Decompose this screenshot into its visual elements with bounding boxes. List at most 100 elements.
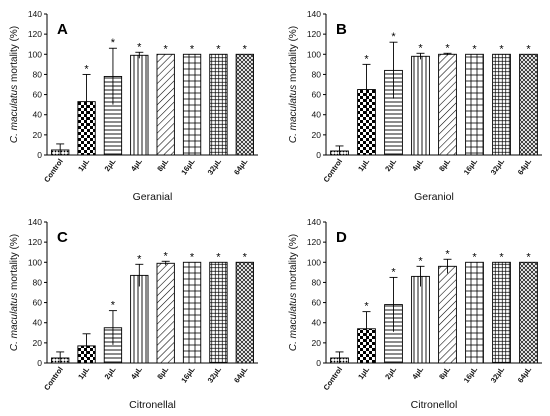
y-axis-label: C. maculatus mortality (%) <box>9 26 20 143</box>
significance-star: * <box>216 43 221 55</box>
significance-star: * <box>391 266 396 278</box>
x-tick-label: 1μL <box>356 365 371 381</box>
chart-panel-b: 0 20 40 60 80 100 120 140 C. maculatus mortality… <box>288 9 542 203</box>
x-axis-label: Citronellal <box>129 399 176 411</box>
y-tick-label: 40 <box>312 318 322 328</box>
x-tick-label: 1μL <box>76 365 91 381</box>
y-axis-label-species: C. maculatus <box>288 85 299 143</box>
significance-star: * <box>472 43 477 55</box>
y-tick-label: 20 <box>312 130 322 140</box>
x-axis-label: Citronellol <box>411 399 458 411</box>
x-tick-label: 64μL <box>516 365 534 385</box>
significance-star: * <box>445 42 450 54</box>
y-tick-label: 20 <box>33 338 43 348</box>
x-tick-label: 2μL <box>103 365 118 381</box>
panels: 0 20 40 60 80 100 120 140 C. maculatus mortality… <box>9 9 542 411</box>
bar-64l <box>519 261 538 364</box>
significance-star: * <box>445 248 450 260</box>
y-tick-label: 60 <box>33 298 43 308</box>
x-tick-label: 16μL <box>179 157 197 177</box>
panel-letter: D <box>336 229 347 246</box>
significance-star: * <box>190 251 195 263</box>
y-tick-label: 40 <box>312 110 322 120</box>
y-axis-label-rest: mortality (%) <box>288 26 299 85</box>
bar-32l <box>492 261 511 364</box>
significance-star: * <box>84 63 89 75</box>
y-tick-label: 120 <box>307 237 321 247</box>
x-tick-label: 8μL <box>155 365 170 381</box>
y-tick-label: 100 <box>28 49 42 59</box>
bar-64l <box>235 261 254 364</box>
bar-32l <box>492 53 511 156</box>
significance-star: * <box>190 43 195 55</box>
bar-16l <box>182 53 202 156</box>
significance-star: * <box>137 253 142 265</box>
bar-64l <box>235 53 254 156</box>
y-tick-label: 80 <box>312 69 322 79</box>
panel-letter: B <box>336 21 347 38</box>
y-axis-label-species: C. maculatus <box>288 293 299 351</box>
bar-4l <box>130 54 149 156</box>
significance-star: * <box>243 43 248 55</box>
bar-4l <box>411 55 430 156</box>
y-tick-label: 40 <box>33 110 43 120</box>
x-tick-label: 1μL <box>356 157 371 173</box>
x-axis-label: Geranial <box>133 191 173 203</box>
x-tick-label: 32μL <box>489 365 507 385</box>
significance-star: * <box>243 251 248 263</box>
y-tick-label: 80 <box>312 277 322 287</box>
y-tick-label: 60 <box>312 90 322 100</box>
y-axis-label-rest: mortality (%) <box>9 26 20 85</box>
bar-64l <box>519 53 538 156</box>
x-tick-label: Control <box>42 365 65 392</box>
y-tick-label: 20 <box>312 338 322 348</box>
y-tick-label: 80 <box>33 277 43 287</box>
y-tick-label: 120 <box>307 29 321 39</box>
x-tick-label: 4μL <box>129 365 144 381</box>
x-tick-label: 1μL <box>76 157 91 173</box>
y-tick-label: 100 <box>307 257 321 267</box>
significance-star: * <box>111 37 116 49</box>
bar-4l <box>411 275 430 364</box>
x-tick-label: 8μL <box>155 157 170 173</box>
chart-panel-a: 0 20 40 60 80 100 120 140 C. maculatus mortality… <box>9 9 258 203</box>
bar-8l <box>156 53 175 156</box>
x-tick-label: Control <box>321 365 344 392</box>
y-tick-label: 40 <box>33 318 43 328</box>
y-tick-label: 120 <box>28 29 42 39</box>
bar-8l <box>438 265 457 364</box>
x-tick-label: Control <box>321 157 344 184</box>
x-tick-label: 2μL <box>103 157 118 173</box>
y-axis-label: C. maculatus mortality (%) <box>288 26 299 143</box>
y-tick-label: 0 <box>37 358 42 368</box>
y-tick-label: 80 <box>33 69 43 79</box>
significance-star: * <box>364 301 369 313</box>
panel-letter: C <box>57 229 68 246</box>
y-tick-label: 0 <box>316 150 321 160</box>
significance-star: * <box>164 43 169 55</box>
significance-star: * <box>499 251 504 263</box>
significance-star: * <box>526 251 531 263</box>
bar-4l <box>130 274 149 364</box>
y-axis-label: C. maculatus mortality (%) <box>9 234 20 351</box>
y-tick-label: 120 <box>28 237 42 247</box>
x-tick-label: 16μL <box>462 157 480 177</box>
significance-star: * <box>364 53 369 65</box>
bar-16l <box>465 261 484 364</box>
y-tick-label: 140 <box>307 9 321 19</box>
y-axis-label-species: C. maculatus <box>9 85 20 143</box>
significance-star: * <box>418 42 423 54</box>
x-tick-label: 64μL <box>516 157 534 177</box>
bar-32l <box>209 261 228 364</box>
bar-16l <box>465 53 484 156</box>
x-tick-label: Control <box>42 157 65 184</box>
significance-star: * <box>111 300 116 312</box>
chart-panel-d: 0 20 40 60 80 100 120 140 C. maculatus mortality… <box>288 217 542 411</box>
y-tick-label: 100 <box>307 49 321 59</box>
x-tick-label: 64μL <box>232 157 250 177</box>
y-tick-label: 60 <box>312 298 322 308</box>
y-tick-label: 0 <box>316 358 321 368</box>
significance-star: * <box>391 31 396 43</box>
bar-8l <box>438 53 457 156</box>
